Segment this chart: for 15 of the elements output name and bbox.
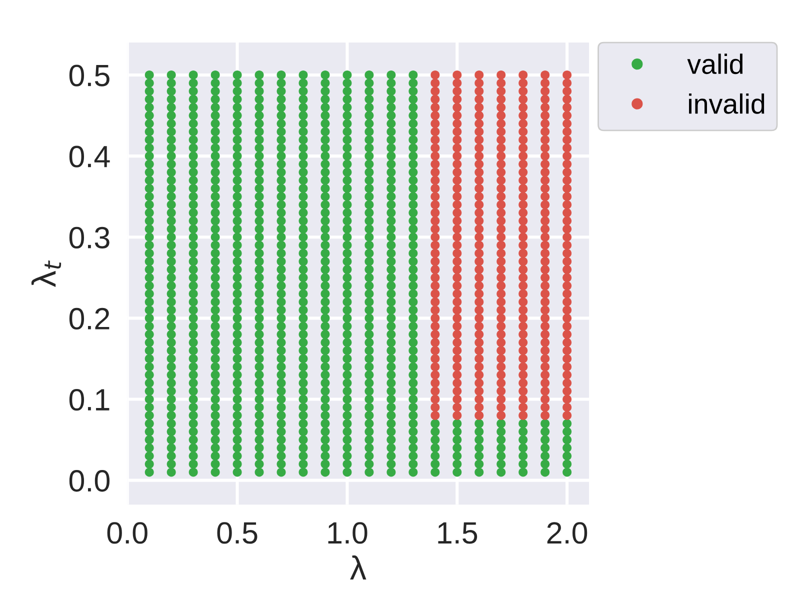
y-tick-label: 0.3 [69, 226, 110, 248]
legend-label: valid [687, 54, 742, 74]
y-tick-label: 0.4 [69, 146, 110, 168]
x-tick-label: 0.0 [107, 522, 148, 544]
y-tick-label: 0.0 [69, 470, 110, 492]
x-tick-label: 0.5 [217, 522, 258, 544]
x-tick-label: 1.0 [328, 522, 368, 544]
y-tick-label: 0.5 [69, 64, 110, 86]
y-tick-label: 0.2 [69, 308, 110, 330]
x-tick-label: 2.0 [547, 522, 588, 544]
y-axis-title: λ$_{t}$ [31, 260, 62, 288]
y-tick-label: 0.1 [69, 388, 110, 411]
legend-label: invalid [689, 93, 764, 114]
x-tick-label: 1.5 [438, 522, 478, 544]
x-axis-title: λ [350, 555, 366, 580]
